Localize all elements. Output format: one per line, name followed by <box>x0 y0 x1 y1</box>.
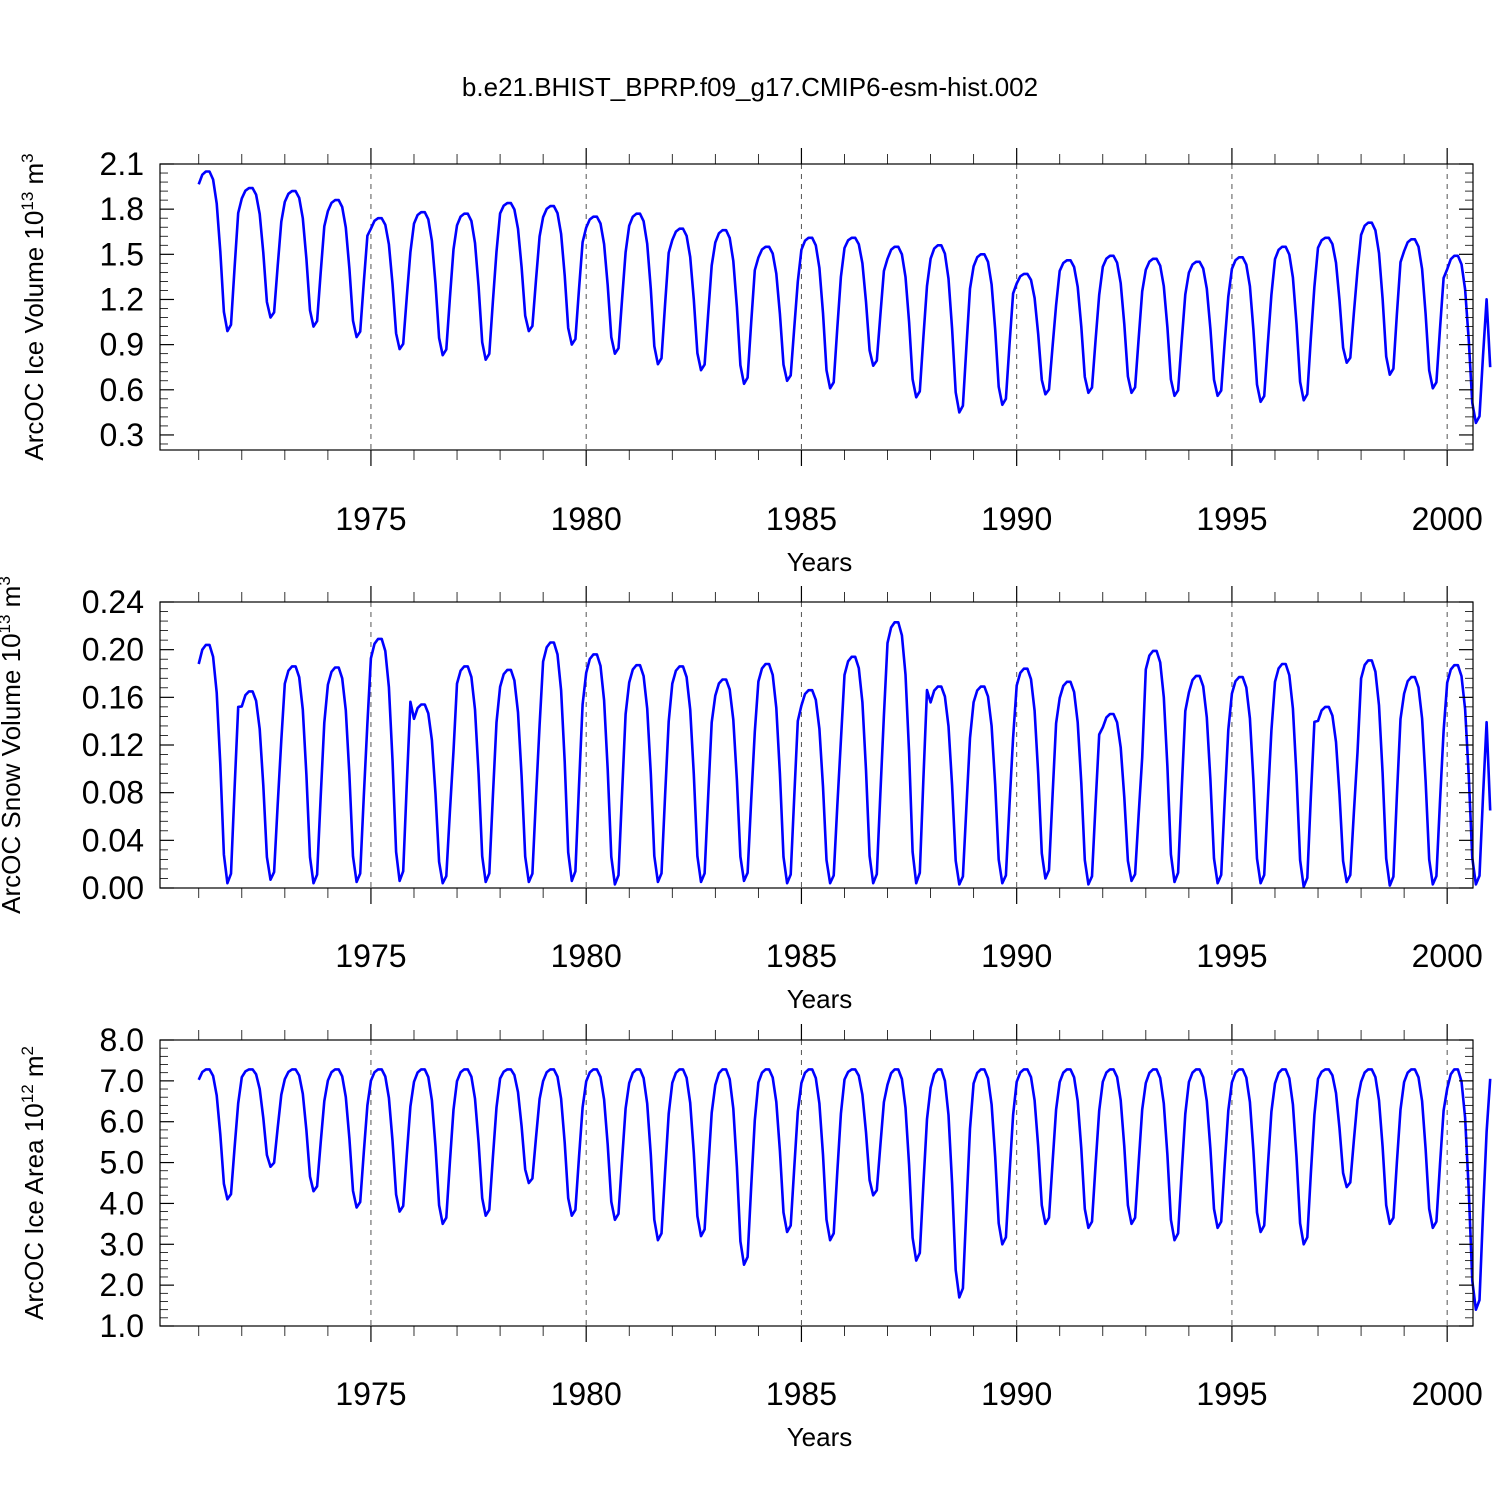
y-tick-label: 4.0 <box>100 1185 144 1221</box>
x-tick-label: 1985 <box>766 501 837 537</box>
y-axis-label-text: ArcOC Snow Volume 10 <box>0 633 26 913</box>
ice-volume-plot-frame <box>159 163 1474 451</box>
snow-volume-panel: 1975 1980 1985 1990 1995 2000 0.00 0.04 0.08 0.12… <box>0 576 1492 1014</box>
ice-area-series-line <box>197 1068 1492 1311</box>
x-tick-label: 2000 <box>1412 1376 1483 1412</box>
y-tick-label: 1.0 <box>100 1308 144 1344</box>
y-tick-label: 6.0 <box>100 1104 144 1140</box>
x-tick-label: 2000 <box>1412 938 1483 974</box>
y-axis-label: ArcOC Ice Area 1012 m2 <box>18 1046 49 1320</box>
y-tick-label: 3.0 <box>100 1226 144 1262</box>
y-tick-label: 1.2 <box>100 281 144 317</box>
ice-area-plot-frame <box>159 1039 1474 1327</box>
y-axis-label-unit-exponent: 3 <box>18 153 37 162</box>
x-tick-label: 1990 <box>981 501 1052 537</box>
y-tick-label: 8.0 <box>100 1022 144 1058</box>
y-tick-label: 2.1 <box>100 146 144 182</box>
y-tick-label: 0.04 <box>82 822 144 858</box>
y-tick-label: 0.16 <box>82 679 144 715</box>
y-axis-label-exponent: 13 <box>0 615 14 634</box>
y-tick-label: 0.3 <box>100 417 144 453</box>
x-tick-label: 1990 <box>981 938 1052 974</box>
ice-area-panel: 1975 1980 1985 1990 1995 2000 1.0 2.0 3.0 4.0 5.0 6… <box>18 1022 1492 1452</box>
y-axis-label: ArcOC Snow Volume 1013 m3 <box>0 576 26 914</box>
y-tick-label: 0.9 <box>100 327 144 363</box>
y-axis-label-exponent: 12 <box>18 1084 37 1103</box>
x-tick-label: 1985 <box>766 938 837 974</box>
x-tick-label: 1985 <box>766 1376 837 1412</box>
x-tick-label: 1995 <box>1196 501 1267 537</box>
x-tick-label: 2000 <box>1412 501 1483 537</box>
y-tick-label: 0.12 <box>82 727 144 763</box>
x-tick-label: 1995 <box>1196 1376 1267 1412</box>
x-tick-label: 1980 <box>551 501 622 537</box>
y-axis-label-unit-exponent: 2 <box>18 1046 37 1055</box>
y-tick-label: 0.24 <box>82 584 144 620</box>
y-axis-label: ArcOC Ice Volume 1013 m3 <box>18 153 49 460</box>
y-tick-label: 2.0 <box>100 1267 144 1303</box>
x-tick-label: 1975 <box>335 1376 406 1412</box>
y-tick-label: 0.08 <box>82 775 144 811</box>
y-axis-label-unit: m <box>19 1055 49 1084</box>
snow-volume-plot-frame <box>159 601 1474 889</box>
y-tick-label: 7.0 <box>100 1063 144 1099</box>
y-tick-label: 0.6 <box>100 372 144 408</box>
x-tick-label: 1980 <box>551 1376 622 1412</box>
x-axis-label: Years <box>787 547 853 577</box>
snow-volume-series-line <box>197 621 1492 889</box>
ice-volume-panel: 1975 1980 1985 1990 1995 2000 0.3 0.6 0.9 1.2 1.5 1… <box>18 146 1492 577</box>
y-tick-label: 0.00 <box>82 870 144 906</box>
y-tick-label: 1.5 <box>100 236 144 272</box>
y-axis-label-exponent: 13 <box>18 192 37 211</box>
y-tick-label: 5.0 <box>100 1145 144 1181</box>
ice-volume-series-line <box>197 170 1492 425</box>
x-tick-label: 1975 <box>335 501 406 537</box>
y-tick-label: 1.8 <box>100 191 144 227</box>
figure-title: b.e21.BHIST_BPRP.f09_g17.CMIP6-esm-hist.… <box>462 72 1038 102</box>
x-tick-label: 1990 <box>981 1376 1052 1412</box>
x-tick-label: 1980 <box>551 938 622 974</box>
y-axis-label-unit-exponent: 3 <box>0 576 14 585</box>
x-axis-label: Years <box>787 984 853 1014</box>
y-tick-label: 0.20 <box>82 632 144 668</box>
y-axis-label-text: ArcOC Ice Volume 10 <box>19 211 49 461</box>
x-tick-label: 1995 <box>1196 938 1267 974</box>
x-axis-label: Years <box>787 1422 853 1452</box>
y-axis-label-unit: m <box>19 163 49 192</box>
y-axis-label-unit: m <box>0 586 26 615</box>
y-axis-label-text: ArcOC Ice Area 10 <box>19 1103 49 1320</box>
x-tick-label: 1975 <box>335 938 406 974</box>
